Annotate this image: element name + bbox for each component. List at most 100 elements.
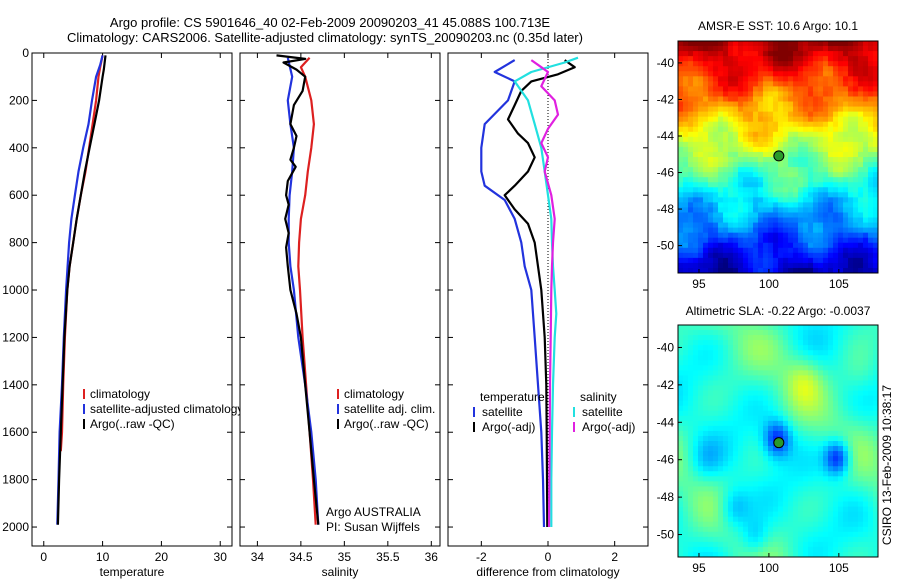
heatmap-cell xyxy=(733,451,739,457)
heatmap-cell xyxy=(693,116,699,123)
heatmap-cell xyxy=(693,420,699,427)
heatmap-cell xyxy=(678,330,684,336)
heatmap-cell xyxy=(723,461,729,467)
heatmap-cell xyxy=(843,511,849,518)
heatmap-cell xyxy=(833,405,839,412)
heatmap-cell xyxy=(738,471,744,477)
heatmap-cell xyxy=(793,126,799,133)
heatmap-cell xyxy=(798,257,804,264)
heatmap-cell xyxy=(768,340,774,346)
heatmap-cell xyxy=(843,340,849,346)
heatmap-cell xyxy=(728,146,734,153)
heatmap-cell xyxy=(863,187,869,193)
heatmap-cell xyxy=(698,536,704,543)
heatmap-cell xyxy=(783,252,789,259)
heatmap-cell xyxy=(768,441,774,447)
heatmap-cell xyxy=(873,541,879,548)
heatmap-cell xyxy=(788,101,794,107)
heatmap-cell xyxy=(853,461,859,467)
heatmap-cell xyxy=(778,121,784,128)
heatmap-cell xyxy=(853,340,859,346)
heatmap-cell xyxy=(853,420,859,427)
heatmap-cell xyxy=(803,526,809,533)
heatmap-cell xyxy=(873,146,879,153)
heatmap-cell xyxy=(743,430,749,437)
heatmap-cell xyxy=(868,247,874,254)
heatmap-cell xyxy=(868,197,874,203)
heatmap-cell xyxy=(808,76,814,82)
heatmap-cell xyxy=(798,335,804,341)
heatmap-cell xyxy=(723,182,729,188)
heatmap-cell xyxy=(763,46,769,52)
heatmap-cell xyxy=(748,466,754,472)
heatmap-cell xyxy=(758,111,764,118)
heatmap-cell xyxy=(678,325,684,331)
heatmap-cell xyxy=(713,536,719,543)
heatmap-cell xyxy=(848,242,854,249)
heatmap-cell xyxy=(748,516,754,523)
heatmap-cell xyxy=(873,182,879,188)
heatmap-cell xyxy=(863,56,869,62)
heatmap-cell xyxy=(868,410,874,417)
heatmap-cell xyxy=(863,96,869,102)
argo-location-marker xyxy=(773,437,785,449)
heatmap-cell xyxy=(798,400,804,407)
heatmap-cell xyxy=(693,501,699,507)
heatmap-cell xyxy=(708,66,714,72)
heatmap-cell xyxy=(683,546,689,553)
heatmap-cell xyxy=(868,516,874,523)
heatmap-cell xyxy=(678,420,684,427)
heatmap-cell xyxy=(858,365,864,371)
heatmap-cell xyxy=(853,157,859,163)
heatmap-cell xyxy=(813,325,819,331)
heatmap-cell xyxy=(713,106,719,113)
heatmap-cell xyxy=(738,330,744,336)
heatmap-cell xyxy=(833,41,839,47)
heatmap-cell xyxy=(823,546,829,553)
heatmap-cell xyxy=(783,476,789,482)
heatmap-cell xyxy=(738,131,744,138)
heatmap-cell xyxy=(728,41,734,47)
heatmap-cell xyxy=(868,162,874,168)
heatmap-cell xyxy=(798,227,804,234)
heatmap-cell xyxy=(773,56,779,62)
heatmap-cell xyxy=(843,325,849,331)
heatmap-cell xyxy=(853,91,859,97)
heatmap-cell xyxy=(763,511,769,518)
heatmap-cell xyxy=(793,496,799,502)
heatmap-cell xyxy=(718,247,724,254)
heatmap-cell xyxy=(743,446,749,452)
heatmap-cell xyxy=(828,501,834,507)
heatmap-cell xyxy=(833,262,839,269)
heatmap-cell xyxy=(733,441,739,447)
heatmap-cell xyxy=(728,511,734,518)
heatmap-cell xyxy=(808,350,814,356)
heatmap-cell xyxy=(838,237,844,244)
heatmap-cell xyxy=(808,197,814,203)
heatmap-cell xyxy=(793,365,799,371)
heatmap-cell xyxy=(738,146,744,153)
heatmap-cell xyxy=(848,197,854,203)
heatmap-cell xyxy=(733,511,739,518)
heatmap-cell xyxy=(743,345,749,351)
heatmap-cell xyxy=(808,365,814,371)
heatmap-cell xyxy=(808,56,814,62)
heatmap-cell xyxy=(873,451,879,457)
heatmap-cell xyxy=(793,491,799,497)
heatmap-cell xyxy=(778,330,784,336)
heatmap-cell xyxy=(698,325,704,331)
heatmap-cell xyxy=(678,167,684,173)
y-tick-label: -44 xyxy=(657,129,675,143)
heatmap-cell xyxy=(863,531,869,538)
heatmap-cell xyxy=(788,491,794,497)
heatmap-cell xyxy=(808,121,814,128)
heatmap-cell xyxy=(863,262,869,269)
heatmap-cell xyxy=(818,232,824,239)
heatmap-cell xyxy=(713,61,719,67)
heatmap-cell xyxy=(748,192,754,198)
heatmap-cell xyxy=(723,521,729,528)
heatmap-cell xyxy=(788,456,794,462)
heatmap-cell xyxy=(803,111,809,118)
heatmap-cell xyxy=(713,66,719,72)
heatmap-cell xyxy=(843,252,849,259)
